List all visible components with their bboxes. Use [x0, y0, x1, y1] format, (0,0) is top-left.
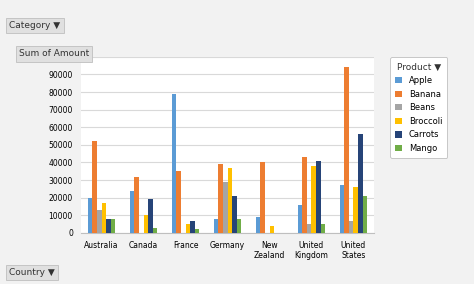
Bar — [316, 161, 321, 233]
Bar — [307, 224, 311, 233]
Bar — [344, 67, 349, 233]
Bar — [298, 205, 302, 233]
Bar — [228, 168, 232, 233]
Bar — [214, 219, 219, 233]
Bar — [321, 224, 325, 233]
Bar — [270, 226, 274, 233]
Bar — [237, 219, 241, 233]
Bar — [176, 171, 181, 233]
Bar — [97, 210, 101, 233]
Text: Category ▼: Category ▼ — [9, 21, 61, 30]
Bar — [260, 162, 265, 233]
Bar — [88, 198, 92, 233]
Legend: Apple, Banana, Beans, Broccoli, Carrots, Mango: Apple, Banana, Beans, Broccoli, Carrots,… — [391, 57, 447, 158]
Bar — [130, 191, 134, 233]
Bar — [354, 187, 358, 233]
Bar — [111, 219, 116, 233]
Bar — [172, 94, 176, 233]
Bar — [311, 166, 316, 233]
Bar — [153, 227, 157, 233]
Text: Sum of Amount: Sum of Amount — [19, 49, 89, 59]
Bar — [219, 164, 223, 233]
Bar — [358, 134, 363, 233]
Bar — [92, 141, 97, 233]
Bar — [195, 229, 200, 233]
Bar — [349, 221, 354, 233]
Bar — [106, 219, 111, 233]
Bar — [255, 217, 260, 233]
Bar — [148, 199, 153, 233]
Bar — [144, 215, 148, 233]
Bar — [302, 157, 307, 233]
Bar — [134, 177, 139, 233]
Bar — [190, 221, 195, 233]
Bar — [363, 196, 367, 233]
Text: Country ▼: Country ▼ — [9, 268, 55, 277]
Bar — [185, 224, 190, 233]
Bar — [232, 196, 237, 233]
Bar — [223, 182, 228, 233]
Bar — [101, 203, 106, 233]
Bar — [339, 185, 344, 233]
